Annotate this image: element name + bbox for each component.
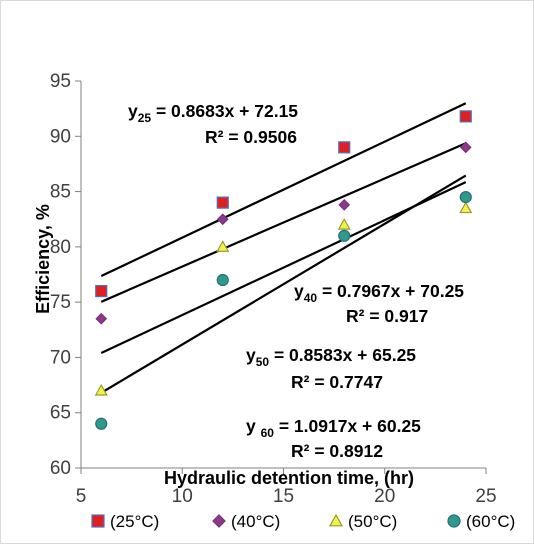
data-point-60	[459, 191, 472, 204]
axes	[75, 80, 487, 474]
legend-label-40: (40°C)	[231, 512, 280, 531]
data-point-40	[338, 198, 351, 211]
r-squared-60: R² = 0.8912	[291, 441, 383, 461]
y-tick-label: 75	[50, 292, 71, 313]
trendline-60	[100, 174, 467, 394]
trendline-40	[100, 142, 467, 303]
data-point-25	[216, 196, 229, 209]
y-tick-label: 60	[50, 458, 71, 479]
tick-labels: 60 65 70 75 80 85 90 95 5 10 15 20 25	[50, 71, 497, 507]
r-squared-50: R² = 0.7747	[291, 372, 383, 392]
trendlines	[100, 102, 467, 394]
trend-equation-60: y 60 = 1.0917x + 60.25	[246, 416, 421, 440]
axis-titles: Hydraulic detention time, (hr) Efficiency…	[33, 204, 414, 488]
y-tick-label: 95	[50, 71, 71, 92]
trend-equation-50: y50 = 0.8583x + 65.25	[246, 345, 416, 369]
data-point-50	[216, 240, 230, 252]
legend-marker-50	[328, 513, 344, 527]
x-axis-title: Hydraulic detention time, (hr)	[164, 468, 414, 488]
data-point-50	[94, 383, 108, 396]
trendline-25	[100, 102, 467, 278]
trend-equation-25: y25 = 0.8683x + 72.15	[128, 101, 298, 125]
y-axis-title: Efficiency, %	[33, 204, 53, 314]
data-point-60	[95, 417, 108, 430]
data-point-50	[459, 201, 473, 214]
data-point-40	[216, 213, 229, 226]
legend-label-25: (25°C)	[110, 512, 159, 531]
y-tick-label: 65	[50, 403, 71, 424]
data-points	[94, 110, 473, 430]
legend-marker-60	[447, 514, 461, 528]
data-point-25	[338, 141, 351, 154]
x-tick-label: 20	[374, 486, 395, 507]
data-point-60	[338, 229, 351, 242]
trend-equation-40: y40 = 0.7967x + 70.25	[294, 281, 464, 305]
data-point-40	[459, 141, 472, 154]
x-tick-label: 25	[475, 486, 496, 507]
data-point-25	[459, 110, 472, 123]
x-tick-label: 10	[172, 486, 193, 507]
y-tick-label: 85	[50, 182, 71, 203]
legend-label-60: (60°C)	[466, 512, 515, 531]
y-tick-label: 90	[50, 126, 71, 147]
data-point-40	[95, 312, 108, 325]
legend-marker-40	[212, 514, 226, 528]
legend-marker-25	[91, 514, 105, 528]
data-point-60	[216, 273, 229, 287]
legend: (25°C) (40°C) (50°C) (60°C)	[91, 512, 515, 531]
y-tick-label: 70	[50, 347, 71, 368]
data-point-50	[337, 218, 351, 230]
x-tick-label: 5	[76, 486, 87, 507]
r-squared-25: R² = 0.9506	[205, 127, 297, 147]
legend-label-50: (50°C)	[348, 512, 397, 531]
r-squared-40: R² = 0.917	[346, 306, 428, 326]
y-tick-label: 80	[50, 237, 71, 258]
data-point-25	[95, 284, 108, 298]
x-tick-label: 15	[273, 486, 294, 507]
